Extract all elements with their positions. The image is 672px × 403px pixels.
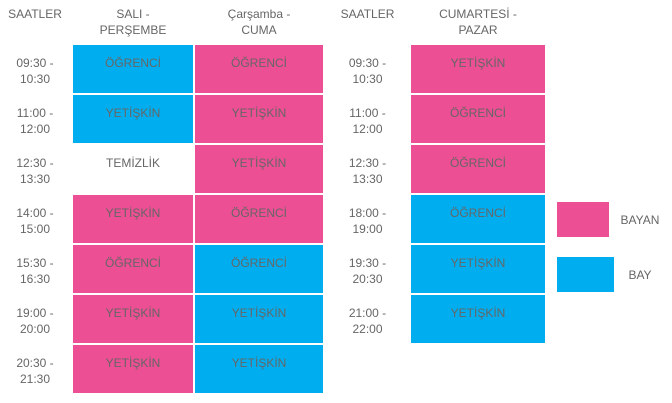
time-label: 12:30 - 13:30 bbox=[16, 156, 54, 186]
column-header: CUMARTESİ - PAZAR bbox=[439, 7, 517, 37]
time-label: 14:00 - 15:00 bbox=[16, 206, 54, 236]
column-header: SAATLER bbox=[8, 7, 62, 21]
session-cell: YETİŞKİN bbox=[73, 195, 193, 243]
time-label: 21:00 - 22:00 bbox=[348, 306, 387, 336]
time-label: 18:00 - 19:00 bbox=[348, 206, 387, 236]
legend-swatch bbox=[557, 202, 609, 237]
session-cell: ÖĞRENCİ bbox=[195, 195, 323, 243]
session-cell: YETİŞKİN bbox=[195, 95, 323, 143]
column-header: Çarşamba - CUMA bbox=[227, 7, 291, 37]
session-cell: ÖĞRENCİ bbox=[411, 195, 545, 243]
time-label: 09:30 - 10:30 bbox=[348, 56, 387, 86]
column-header: SAATLER bbox=[340, 7, 395, 21]
legend-label: BAY bbox=[628, 268, 652, 282]
time-label: 12:30 - 13:30 bbox=[348, 156, 387, 186]
session-cell: YETİŞKİN bbox=[411, 245, 545, 293]
session-cell: YETİŞKİN bbox=[73, 95, 193, 143]
session-cell: YETİŞKİN bbox=[411, 45, 545, 93]
session-cell: ÖĞRENCİ bbox=[195, 245, 323, 293]
session-cell: YETİŞKİN bbox=[411, 295, 545, 343]
session-cell: ÖĞRENCİ bbox=[195, 45, 323, 93]
session-cell: YETİŞKİN bbox=[73, 345, 193, 393]
session-cell: YETİŞKİN bbox=[195, 145, 323, 193]
session-cell: TEMİZLİK bbox=[105, 156, 160, 170]
time-label: 09:30 - 10:30 bbox=[16, 56, 54, 86]
session-cell: ÖĞRENCİ bbox=[73, 245, 193, 293]
time-label: 19:30 - 20:30 bbox=[348, 256, 387, 286]
column-header: SALI - PERŞEMBE bbox=[99, 7, 167, 37]
time-label: 11:00 - 12:00 bbox=[349, 106, 386, 136]
time-label: 11:00 - 12:00 bbox=[16, 106, 54, 136]
session-cell: ÖĞRENCİ bbox=[73, 45, 193, 93]
session-cell: ÖĞRENCİ bbox=[411, 145, 545, 193]
time-label: 19:00 - 20:00 bbox=[16, 306, 54, 336]
session-cell: YETİŞKİN bbox=[73, 295, 193, 343]
session-cell: YETİŞKİN bbox=[195, 295, 323, 343]
session-cell: ÖĞRENCİ bbox=[411, 95, 545, 143]
time-label: 20:30 - 21:30 bbox=[16, 356, 54, 386]
time-label: 15:30 - 16:30 bbox=[16, 256, 54, 286]
session-cell: YETİŞKİN bbox=[195, 345, 323, 393]
legend-label: BAYAN bbox=[620, 213, 660, 227]
legend-swatch bbox=[557, 257, 614, 292]
